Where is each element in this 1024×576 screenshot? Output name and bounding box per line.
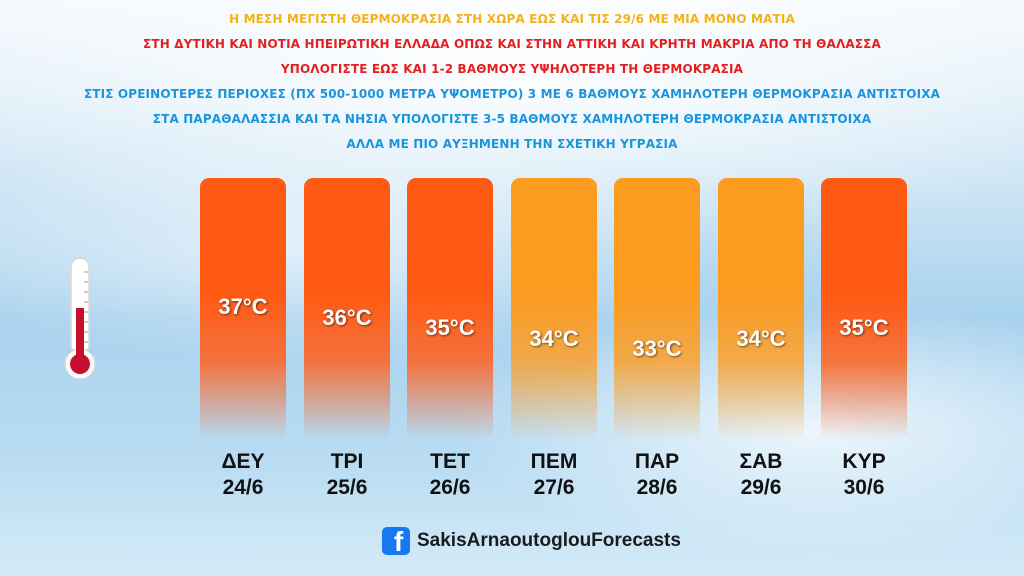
temp-bar-7 [821, 178, 907, 440]
temp-label: 34°C [736, 326, 786, 351]
temp-bar-1 [200, 178, 286, 440]
temp-label: 35°C [839, 315, 889, 340]
headline-line-4: ΣΤΙΣ ΟΡΕΙΝΟΤΕΡΕΣ ΠΕΡΙΟΧΕΣ (ΠΧ 500-1000 Μ… [83, 87, 941, 101]
day-label: ΣΑΒ [739, 450, 783, 473]
temp-bar-5 [614, 178, 700, 440]
day-label: ΤΕΤ [430, 450, 470, 473]
temp-bar-3 [407, 178, 493, 440]
headline-line-6: ΑΛΛΑ ΜΕ ΠΙΟ ΑΥΞΗΜΕΝΗ ΤΗΝ ΣΧΕΤΙΚΗ ΥΓΡΑΣΙΑ [346, 137, 678, 151]
thermometer-icon [62, 256, 98, 384]
temp-bar-2 [304, 178, 390, 440]
headline-line-5: ΣΤΑ ΠΑΡΑΘΑΛΑΣΣΙΑ ΚΑΙ ΤΑ ΝΗΣΙΑ ΥΠΟΛΟΓΙΣΤΕ… [152, 112, 872, 126]
date-label: 27/6 [533, 476, 575, 499]
facebook-credit: f SakisArnaoutoglouForecasts [382, 526, 681, 556]
temp-bar-6 [718, 178, 804, 440]
date-label: 24/6 [222, 476, 264, 499]
temp-label: 33°C [632, 336, 682, 361]
day-label: ΤΡΙ [330, 450, 364, 473]
facebook-page-name: SakisArnaoutoglouForecasts [417, 530, 681, 551]
headline-line-3: ΥΠΟΛΟΓΙΣΤΕ ΕΩΣ ΚΑΙ 1-2 ΒΑΘΜΟΥΣ ΥΨΗΛΟΤΕΡΗ… [280, 62, 744, 76]
headline-line-2: ΣΤΗ ΔΥΤΙΚΗ ΚΑΙ ΝΟΤΙΑ ΗΠΕΙΡΩΤΙΚΗ ΕΛΛΑΔΑ Ο… [143, 37, 881, 51]
temp-bar-4 [511, 178, 597, 440]
date-label: 30/6 [843, 476, 885, 499]
date-label: 25/6 [326, 476, 368, 499]
headline-line-1: Η ΜΕΣΗ ΜΕΓΙΣΤΗ ΘΕΡΜΟΚΡΑΣΙΑ ΣΤΗ ΧΩΡΑ ΕΩΣ … [229, 12, 795, 26]
date-label: 26/6 [429, 476, 471, 499]
day-label: ΚΥΡ [842, 450, 886, 473]
day-label: ΠΑΡ [634, 450, 680, 473]
temp-label: 34°C [529, 326, 579, 351]
date-label: 28/6 [636, 476, 678, 499]
temp-label: 35°C [425, 315, 475, 340]
temp-label: 37°C [218, 294, 268, 319]
day-label: ΔΕΥ [221, 450, 265, 473]
temp-label: 36°C [322, 305, 372, 330]
day-label: ΠΕΜ [530, 450, 578, 473]
date-label: 29/6 [740, 476, 782, 499]
facebook-icon: f [382, 527, 410, 555]
